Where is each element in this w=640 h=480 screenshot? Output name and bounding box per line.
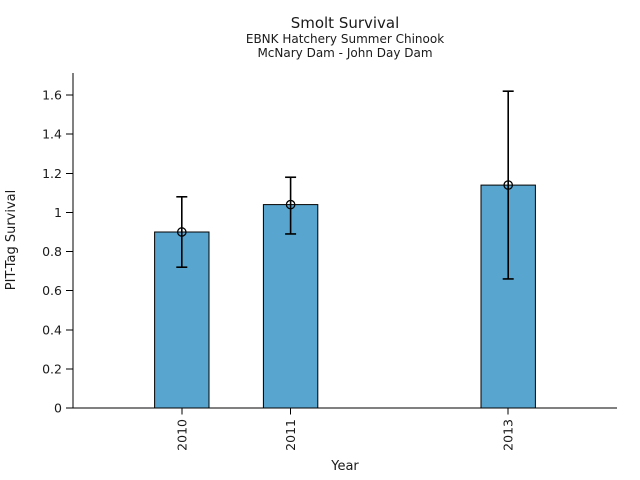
y-tick-label: 1: [54, 205, 62, 220]
y-axis-label: PIT-Tag Survival: [4, 190, 19, 290]
plot-area: 0 0.2 0.4 0.6 0.8 1 1.2 1.4 1.6 2010 2011 2013: [42, 73, 617, 451]
y-tick-label: 1.6: [42, 88, 62, 103]
y-tick-label: 1.4: [42, 127, 62, 142]
y-tick-label: 0.8: [42, 244, 62, 259]
data-point-marker: [176, 227, 187, 237]
y-tick-label: 0.4: [42, 322, 62, 337]
y-tick-label: 0.6: [42, 283, 62, 298]
chart-subtitle-line2: McNary Dam - John Day Dam: [257, 46, 432, 60]
x-tick-label: 2013: [501, 419, 516, 451]
y-tick-label: 0.2: [42, 361, 62, 376]
y-tick-label: 1.2: [42, 166, 62, 181]
chart-subtitle-line1: EBNK Hatchery Summer Chinook: [246, 32, 444, 46]
bar: [262, 204, 319, 409]
y-tick-label: 0: [54, 401, 62, 416]
chart-title: Smolt Survival: [291, 14, 400, 32]
data-point-marker: [285, 199, 296, 210]
x-axis-label: Year: [330, 459, 359, 474]
x-tick-label: 2011: [283, 419, 298, 451]
x-tick-label: 2010: [174, 419, 189, 451]
data-point-marker: [503, 180, 514, 190]
